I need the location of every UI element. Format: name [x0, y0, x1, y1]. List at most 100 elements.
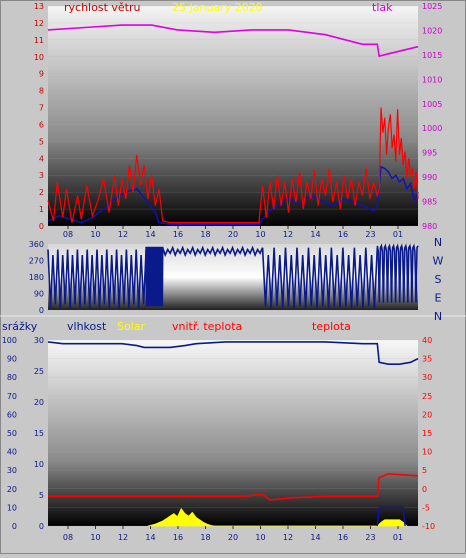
- chart_data.0.y_left-tick: 12: [34, 19, 44, 28]
- chart_data.0.y_right-tick: 985: [422, 198, 437, 207]
- chart_data.0.y_left-tick: 5: [39, 137, 44, 146]
- chart_data.0.y_right-tick: 990: [422, 173, 437, 182]
- x-axis-tick: 16: [173, 533, 183, 542]
- chart_data.2.y_right-tick: 10: [422, 448, 432, 457]
- chart_data.2.y_right-tick: 35: [422, 355, 432, 364]
- x-axis-tick: 14: [310, 230, 320, 239]
- pressure-axis-label: tlak: [372, 1, 393, 14]
- wind-speed-series-line: [47, 107, 419, 224]
- chart_data.0.y_left-tick: 11: [34, 36, 44, 45]
- chart_data.0.y_left-tick: 13: [34, 2, 44, 11]
- wind-direction-series-line: [376, 243, 419, 303]
- x-axis-tick: 01: [393, 230, 403, 239]
- chart_data.2.y_left_1-tick: 50: [7, 429, 17, 438]
- humidity-label: vlhkost: [67, 320, 107, 333]
- x-axis-tick: 20: [228, 230, 238, 239]
- chart_data.2.y_left_1-tick: 0: [12, 522, 17, 531]
- chart_data.0.y_right-tick: 980: [422, 222, 437, 231]
- x-axis-tick: 14: [310, 533, 320, 542]
- x-axis-tick: 16: [338, 533, 348, 542]
- chart_data.2.y_left_1-tick: 100: [2, 336, 17, 345]
- chart_data.2.y_right-tick: 20: [422, 410, 432, 419]
- chart_data.0.y_left-tick: 8: [39, 87, 44, 96]
- date-label: 25 January 2020: [172, 1, 263, 14]
- chart_data.2.y_left_2-tick: 25: [34, 367, 44, 376]
- chart_data.2.y_left_1-tick: 20: [7, 485, 17, 494]
- chart_data.0.y_left-tick: 6: [39, 120, 44, 129]
- x-axis-tick: 12: [283, 230, 293, 239]
- x-axis-tick: 10: [255, 230, 265, 239]
- compass-label: N: [434, 236, 442, 249]
- x-axis-tick: 12: [283, 533, 293, 542]
- chart_data.1.y_left-tick: 90: [34, 290, 44, 299]
- chart_data.2.y_right-tick: 5: [422, 466, 427, 475]
- x-axis-tick: 10: [90, 533, 100, 542]
- wind-direction-series-line: [47, 249, 147, 309]
- chart_data.0.y_left-tick: 3: [39, 171, 44, 180]
- x-axis-tick: 23: [365, 230, 375, 239]
- x-axis-tick: 18: [200, 533, 210, 542]
- chart_data.2.y_right-tick: 25: [422, 392, 432, 401]
- x-axis-tick: 20: [228, 533, 238, 542]
- chart_data.2.y_right-tick: 40: [422, 336, 432, 345]
- chart_data.0.y_left-tick: 9: [39, 70, 44, 79]
- chart_data.2.y_left_1-tick: 30: [7, 466, 17, 475]
- x-axis-tick: 16: [338, 230, 348, 239]
- chart_data.0.y_right-tick: 1020: [422, 26, 442, 35]
- chart_data.0.y_right-tick: 995: [422, 149, 437, 158]
- solar-series-area: [147, 507, 408, 527]
- x-axis-tick: 01: [393, 533, 403, 542]
- compass-label: N: [434, 310, 442, 323]
- chart_data.1.y_left-tick: 360: [29, 240, 44, 249]
- x-axis-tick: 14: [145, 230, 155, 239]
- chart_data.0.y_left-tick: 4: [39, 154, 44, 163]
- wind-direction-series-line: [261, 247, 379, 309]
- pressure-series-line: [47, 24, 419, 58]
- chart_data.2.y_right-tick: -5: [422, 503, 430, 512]
- chart_data.2.y_right-tick: 30: [422, 373, 432, 382]
- chart_data.0.y_left-tick: 0: [39, 222, 44, 231]
- x-axis-tick: 18: [200, 230, 210, 239]
- chart_data.2.y_left_1-tick: 60: [7, 410, 17, 419]
- chart_data.0.y_left-tick: 2: [39, 188, 44, 197]
- x-axis-tick: 14: [145, 533, 155, 542]
- chart_data.1.y_left-tick: 0: [39, 306, 44, 315]
- x-axis-tick: 12: [118, 230, 128, 239]
- chart_data.2.y_left_1-tick: 80: [7, 373, 17, 382]
- chart_data.0.y_right-tick: 1025: [422, 2, 442, 11]
- wind-direction-series-line: [161, 245, 264, 258]
- chart_data.2.y_left_2-tick: 5: [39, 491, 44, 500]
- chart_data.1.y_left-tick: 270: [29, 257, 44, 266]
- chart_data.0.y_right-tick: 1015: [422, 51, 442, 60]
- humidity-series-line: [47, 341, 419, 366]
- chart_data.2.y_left_1-tick: 10: [7, 503, 17, 512]
- x-axis-tick: 10: [90, 230, 100, 239]
- rain-axis-label: srážky: [2, 320, 38, 333]
- x-axis-tick: 23: [365, 533, 375, 542]
- x-axis-tick: 12: [118, 533, 128, 542]
- chart_data.2.y_left_2-tick: 30: [34, 336, 44, 345]
- chart_data.2.y_left_2-tick: 15: [34, 429, 44, 438]
- chart_data.2.y_left_1-tick: 40: [7, 448, 17, 457]
- chart_data.2.y_left_2-tick: 20: [34, 398, 44, 407]
- chart_data.2.y_right-tick: 15: [422, 429, 432, 438]
- chart_data.2.y_right-tick: 0: [422, 485, 427, 494]
- x-axis-tick: 10: [255, 533, 265, 542]
- x-axis-tick: 08: [63, 230, 73, 239]
- rain-series-line: [376, 506, 406, 527]
- chart_data.0.y_right-tick: 1010: [422, 75, 442, 84]
- x-axis-tick: 08: [63, 533, 73, 542]
- inside-temp-label: vnitř. teplota: [172, 320, 242, 333]
- chart_data.1.y_left-tick: 180: [29, 273, 44, 282]
- wind-direction-series-line: [145, 246, 164, 307]
- chart_data.2.y_left_1-tick: 90: [7, 355, 17, 364]
- chart_data.0.y_left-tick: 1: [39, 205, 44, 214]
- chart_data.2.y_left_2-tick: 10: [34, 460, 44, 469]
- chart_data.0.y_left-tick: 7: [39, 104, 44, 113]
- compass-label: E: [435, 292, 442, 305]
